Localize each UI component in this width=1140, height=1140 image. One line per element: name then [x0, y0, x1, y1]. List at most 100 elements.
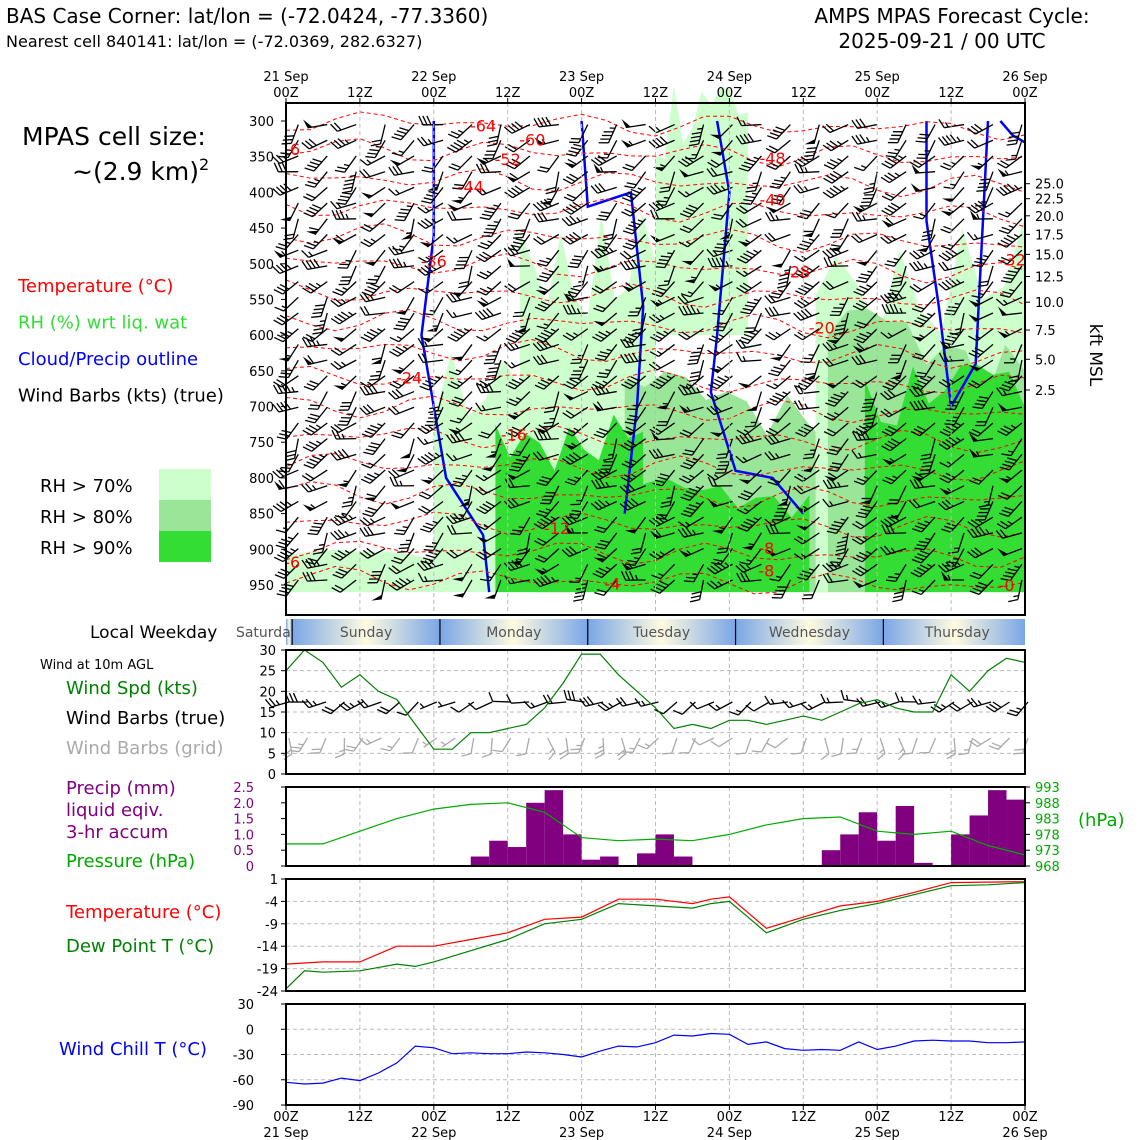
- barb-half: [866, 284, 872, 288]
- precip-bar: [1006, 799, 1025, 866]
- barb-full: [884, 263, 895, 267]
- barb-staff: [482, 186, 502, 196]
- barb-pennant: [332, 336, 345, 342]
- legend-rh-swatch: [159, 500, 211, 531]
- barb-pennant: [331, 237, 344, 245]
- barb-full: [715, 257, 722, 267]
- barb-full: [599, 478, 606, 488]
- barb-staff: [337, 123, 357, 132]
- barb-full: [275, 154, 284, 163]
- barb-full: [532, 578, 541, 588]
- barb-half: [463, 498, 470, 502]
- barb-half: [750, 421, 757, 424]
- wind-barb: [997, 168, 1023, 178]
- barb-half: [696, 347, 703, 350]
- wind-barb: [769, 187, 791, 205]
- barb-full: [454, 183, 465, 187]
- barb-full: [623, 250, 632, 258]
- barb-full: [948, 436, 958, 444]
- barb-half: [715, 704, 721, 710]
- barb-full: [536, 577, 545, 586]
- barb-full: [503, 126, 513, 134]
- barb-full: [380, 706, 390, 712]
- wind-barb: [563, 390, 589, 401]
- barb-full: [825, 280, 835, 289]
- barb-staff: [548, 701, 567, 705]
- barb-full: [303, 385, 314, 391]
- barb-full: [630, 497, 639, 506]
- barb-full: [628, 224, 638, 229]
- barb-full: [475, 474, 485, 482]
- barb-full: [304, 482, 313, 492]
- barb-full: [359, 551, 369, 559]
- barb-full: [974, 547, 983, 555]
- barb-full: [880, 520, 889, 528]
- barb-full: [509, 468, 519, 472]
- barb-full: [940, 165, 950, 171]
- wind-barb: [916, 139, 936, 159]
- wind-barb: [503, 245, 531, 257]
- barb-half: [719, 526, 725, 530]
- barb-full: [881, 209, 891, 216]
- barb-staff: [625, 123, 646, 129]
- precip-bar: [507, 847, 527, 866]
- barb-full: [447, 133, 458, 139]
- barb-full: [689, 384, 697, 394]
- barb-full: [511, 465, 522, 469]
- wind-barb: [477, 234, 502, 250]
- wind-tick-label: 25: [259, 665, 276, 680]
- barb-full: [921, 453, 932, 457]
- barb-full: [277, 162, 283, 173]
- barb-full: [365, 155, 376, 159]
- barb-full: [572, 452, 582, 459]
- barb-full: [942, 379, 952, 386]
- barb-pennant: [363, 497, 376, 502]
- barb-half: [1006, 475, 1012, 480]
- barb-staff: [467, 485, 473, 506]
- barb-staff: [699, 737, 715, 746]
- barb-staff: [316, 516, 328, 535]
- barb-full: [773, 524, 779, 534]
- barb-full: [533, 213, 540, 223]
- barb-full: [1006, 143, 1017, 146]
- wind-barb: [691, 737, 715, 746]
- barb-full: [624, 208, 634, 215]
- barb-full: [719, 461, 730, 463]
- wind-barb: [881, 438, 907, 452]
- barb-full: [484, 378, 495, 381]
- barb-full: [275, 245, 286, 251]
- barb-full: [735, 339, 743, 349]
- barb-full: [545, 190, 556, 195]
- barb-full: [966, 698, 975, 708]
- barb-pennant: [707, 499, 719, 507]
- barb-full: [658, 284, 669, 287]
- barb-pennant: [485, 452, 497, 458]
- barb-full: [367, 285, 377, 291]
- temp-tick-label: -14: [257, 940, 278, 955]
- barb-full: [912, 498, 921, 508]
- wind-barb: [542, 694, 567, 705]
- barb-full: [423, 549, 434, 552]
- top-hour-label: 12Z: [643, 86, 669, 101]
- barb-full: [974, 123, 983, 131]
- wind-barb: [968, 359, 994, 372]
- barb-full: [324, 706, 335, 712]
- barb-full: [365, 448, 376, 452]
- barb-full: [398, 577, 408, 585]
- wind-barb: [370, 124, 386, 147]
- barb-staff: [338, 296, 357, 308]
- barb-pennant: [593, 320, 606, 326]
- barb-full: [978, 396, 989, 399]
- wind-barb: [771, 249, 791, 268]
- barb-full: [677, 295, 686, 305]
- barb-full: [602, 464, 613, 467]
- barb-full: [422, 525, 433, 530]
- barb-full: [360, 226, 370, 233]
- barb-full: [304, 140, 314, 148]
- wind-barb: [593, 548, 618, 563]
- barb-full: [859, 332, 869, 338]
- wind-barb: [533, 212, 559, 223]
- barb-full: [397, 551, 408, 553]
- barb-full: [798, 429, 808, 435]
- barb-full: [486, 374, 497, 377]
